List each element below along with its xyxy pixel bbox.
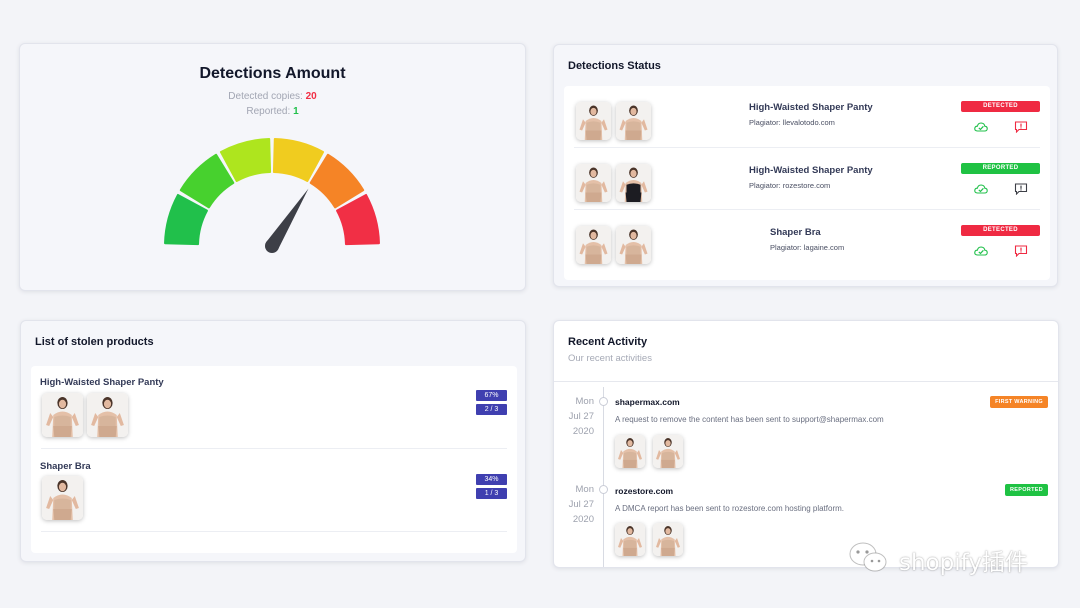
row-divider: [574, 147, 1040, 148]
product-thumbnail[interactable]: [616, 102, 651, 140]
detections-amount-title: Detections Amount: [199, 65, 346, 82]
activity-site[interactable]: shapermax.com: [615, 397, 680, 407]
activity-date: Jul 27: [568, 411, 594, 422]
product-thumbnail[interactable]: [653, 523, 683, 556]
stolen-product-row[interactable]: High-Waisted Shaper Panty 67% 2 / 3: [31, 366, 517, 449]
detections-status-title: Detections Status: [568, 60, 661, 72]
row-divider: [41, 531, 507, 532]
product-thumbnail[interactable]: [576, 102, 611, 140]
gauge-segment: [272, 138, 325, 182]
product-thumbnail[interactable]: [42, 476, 83, 520]
status-badge: REPORTED: [961, 163, 1040, 174]
recent-activity-title: Recent Activity: [568, 336, 648, 348]
gauge-needle: [265, 188, 309, 253]
activity-description: A DMCA report has been sent to rozestore…: [615, 504, 844, 513]
product-thumbnail[interactable]: [576, 226, 611, 264]
detections-amount-card: Detections Amount Detected copies: 20 Re…: [19, 43, 526, 291]
wechat-icon: [849, 542, 887, 572]
match-percent: 67%: [476, 390, 507, 401]
status-plagiator: Plagiator: rozestore.com: [749, 181, 831, 190]
gauge-segment: [336, 193, 380, 246]
report-flag-icon[interactable]: [1014, 120, 1028, 134]
activity-year: 2020: [572, 426, 594, 437]
status-product-name[interactable]: High-Waisted Shaper Panty: [749, 102, 873, 113]
stolen-product-row[interactable]: Shaper Bra 34% 1 / 3: [31, 449, 517, 532]
reported-line: Reported: 1: [20, 106, 525, 117]
stolen-product-name[interactable]: High-Waisted Shaper Panty: [40, 377, 164, 388]
gauge-segment: [219, 138, 272, 182]
status-badge: DETECTED: [961, 101, 1040, 112]
product-thumbnail[interactable]: [653, 435, 683, 468]
status-plagiator: Plagiator: llevalotodo.com: [749, 118, 835, 127]
timeline-dot: [599, 397, 608, 406]
status-row[interactable]: Shaper Bra Plagiator: lagaine.com DETECT…: [564, 210, 1050, 272]
product-thumbnail[interactable]: [615, 435, 645, 468]
status-badge: DETECTED: [961, 225, 1040, 236]
stolen-product-name[interactable]: Shaper Bra: [40, 461, 91, 472]
row-divider: [41, 448, 507, 449]
detections-gauge: [164, 138, 380, 253]
report-flag-icon[interactable]: [1014, 244, 1028, 258]
recent-activity-subtitle: Our recent activities: [568, 353, 652, 364]
status-plagiator: Plagiator: lagaine.com: [770, 243, 845, 252]
detections-status-card: Detections Status High-Waisted Shaper Pa…: [553, 44, 1058, 287]
activity-badge: REPORTED: [1005, 484, 1048, 496]
status-product-name[interactable]: Shaper Bra: [770, 227, 821, 238]
detected-copies-value: 20: [305, 91, 317, 102]
report-flag-icon[interactable]: [1014, 182, 1028, 196]
gauge-segment: [164, 193, 208, 246]
match-ratio: 1 / 3: [476, 488, 507, 499]
gauge-segment: [309, 153, 365, 209]
activity-description: A request to remove the content has been…: [615, 415, 884, 424]
watermark: shopify插件: [845, 538, 1045, 576]
activity-site[interactable]: rozestore.com: [615, 486, 674, 496]
activity-date: Jul 27: [568, 499, 594, 510]
detections-status-list: High-Waisted Shaper Panty Plagiator: lle…: [564, 86, 1050, 280]
product-thumbnail[interactable]: [42, 393, 83, 437]
stolen-products-list: High-Waisted Shaper Panty 67% 2 / 3 Shap…: [31, 366, 517, 553]
stolen-products-card: List of stolen products High-Waisted Sha…: [20, 320, 526, 562]
reported-label: Reported:: [246, 106, 291, 117]
status-row[interactable]: High-Waisted Shaper Panty Plagiator: lle…: [564, 86, 1050, 148]
activity-badge: FIRST WARNING: [990, 396, 1048, 408]
header-divider: [554, 381, 1058, 382]
product-thumbnail[interactable]: [616, 226, 651, 264]
cloud-check-icon[interactable]: [974, 120, 988, 132]
product-thumbnail[interactable]: [616, 164, 651, 202]
product-thumbnail[interactable]: [615, 523, 645, 556]
status-product-name[interactable]: High-Waisted Shaper Panty: [749, 165, 873, 176]
cloud-check-icon[interactable]: [974, 182, 988, 194]
status-row[interactable]: High-Waisted Shaper Panty Plagiator: roz…: [564, 148, 1050, 210]
timeline-line: [603, 387, 604, 567]
product-thumbnail[interactable]: [576, 164, 611, 202]
reported-value: 1: [293, 106, 299, 117]
match-ratio: 2 / 3: [476, 404, 507, 415]
detected-copies-label: Detected copies:: [228, 91, 303, 102]
gauge-segment: [179, 153, 235, 209]
product-thumbnail[interactable]: [87, 393, 128, 437]
match-percent: 34%: [476, 474, 507, 485]
activity-day: Mon: [575, 484, 594, 495]
watermark-text: shopify插件: [899, 550, 1028, 576]
activity-year: 2020: [572, 514, 594, 525]
cloud-check-icon[interactable]: [974, 244, 988, 256]
timeline-dot: [599, 485, 608, 494]
recent-activity-card: Recent Activity Our recent activities Mo…: [553, 320, 1059, 568]
activity-day: Mon: [575, 396, 594, 407]
stolen-products-title: List of stolen products: [35, 336, 154, 348]
row-divider: [574, 209, 1040, 210]
detected-copies-line: Detected copies: 20: [20, 91, 525, 102]
